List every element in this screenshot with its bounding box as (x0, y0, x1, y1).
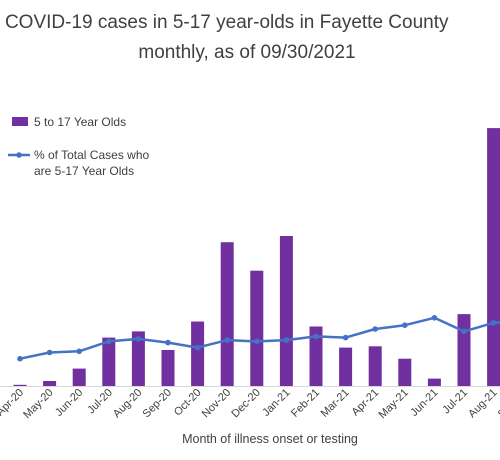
line-point-Jun-20 (76, 348, 82, 355)
legend-label-bar: 5 to 17 Year Olds (34, 115, 126, 129)
x-tick-Mar-21: Mar-21 (319, 387, 352, 420)
bar-Aug-20 (131, 331, 145, 386)
legend: 5 to 17 Year Olds % of Total Cases who a… (8, 115, 149, 178)
bar-Feb-21 (309, 326, 323, 386)
bar-Nov-20 (220, 242, 234, 386)
x-tick-May-21: May-21 (376, 387, 410, 421)
bar-May-21 (398, 358, 412, 386)
bar-Jun-20 (72, 368, 86, 386)
line-point-Nov-20 (224, 337, 230, 343)
x-tick-Oct-20: Oct-20 (172, 387, 204, 419)
x-tick-Feb-21: Feb-21 (289, 387, 322, 420)
line-point-May-20 (46, 349, 53, 356)
line-point-May-21 (402, 322, 408, 329)
line-path (19, 316, 500, 360)
bar-Aug-21 (487, 128, 500, 386)
bar-Jul-21 (457, 314, 471, 386)
bar-Oct-20 (191, 321, 205, 386)
line-point-Feb-21 (313, 333, 319, 340)
line-point-Aug-21 (490, 320, 497, 326)
line-point-Jul-20 (106, 338, 112, 345)
x-tick-Aug-21: Aug-21 (466, 387, 500, 421)
bar-Sep-20 (161, 350, 175, 386)
chart-title-line2: monthly, as of 09/30/2021 (138, 42, 355, 63)
x-axis-title: Month of illness onset or testing (182, 432, 358, 446)
chart-title-line1: Reported COVID-19 cases in 5-17 year-old… (0, 12, 449, 33)
bar-Dec-20 (250, 270, 264, 386)
line-point-Sep-20 (165, 339, 171, 346)
x-tick-Aug-20: Aug-20 (111, 387, 145, 421)
bar-Apr-21 (368, 346, 382, 386)
bar-Jun-21 (427, 378, 441, 386)
line-point-Mar-21 (342, 334, 349, 341)
x-tick-May-20: May-20 (21, 387, 55, 421)
line-point-Oct-20 (194, 344, 201, 351)
legend-swatch-marker (16, 152, 22, 158)
x-tick-Jun-21: Jun-21 (408, 387, 440, 419)
bar-Jul-20 (102, 337, 116, 386)
x-tick-Sep-20: Sep-20 (141, 387, 175, 421)
line-point-Jan-21 (283, 337, 290, 343)
x-tick-Dec-20: Dec-20 (229, 387, 263, 421)
line-point-Jun-21 (431, 315, 438, 321)
bar-May-20 (43, 381, 57, 386)
line-point-Dec-20 (253, 338, 260, 345)
line-point-Jul-21 (461, 328, 467, 335)
line-series (17, 315, 500, 362)
line-point-Apr-21 (372, 326, 379, 332)
x-tick-Jun-20: Jun-20 (53, 387, 85, 419)
x-tick-Sep-21: Sep-21 (496, 387, 500, 421)
legend-label-line-1: % of Total Cases who (34, 148, 149, 162)
line-point-Apr-20 (17, 355, 23, 362)
bar-Jan-21 (279, 236, 293, 386)
legend-label-line-2: are 5-17 Year Olds (34, 164, 134, 178)
x-tick-Jan-21: Jan-21 (260, 387, 292, 419)
bar-series (13, 128, 500, 386)
legend-swatch-bar (12, 117, 28, 126)
bar-Mar-21 (339, 347, 353, 386)
line-point-Aug-20 (135, 336, 142, 342)
x-tick-Nov-20: Nov-20 (200, 387, 234, 421)
bar-Apr-20 (13, 384, 27, 386)
